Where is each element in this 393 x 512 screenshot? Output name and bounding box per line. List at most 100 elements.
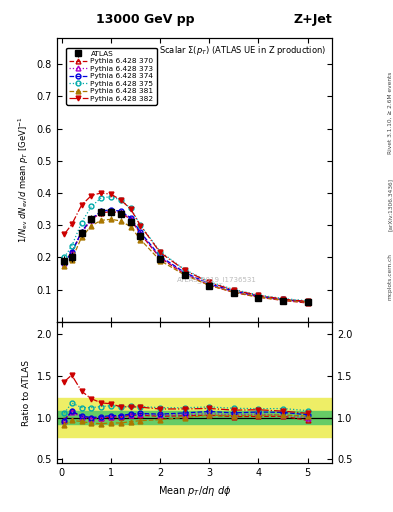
Pythia 6.428 382 [231,287,236,293]
Pythia 6.428 382 [281,296,285,302]
Pythia 6.428 375 [108,194,114,200]
Pythia 6.428 375 [69,243,74,249]
Pythia 6.428 374 [108,207,114,213]
Pythia 6.428 381 [207,282,211,288]
Pythia 6.428 381 [89,223,94,229]
Pythia 6.428 375 [231,286,236,292]
Y-axis label: $1/N_\mathrm{ev}\ dN_\mathrm{ev}/d$ mean $p_T$ [GeV]$^{-1}$: $1/N_\mathrm{ev}\ dN_\mathrm{ev}/d$ mean… [17,117,31,243]
Pythia 6.428 373 [119,209,123,216]
Pythia 6.428 373 [158,254,163,261]
Pythia 6.428 381 [182,272,187,278]
Text: Scalar $\Sigma(p_T)$ (ATLAS UE in Z production): Scalar $\Sigma(p_T)$ (ATLAS UE in Z prod… [160,44,327,57]
Pythia 6.428 382 [99,190,104,196]
Pythia 6.428 370 [182,271,187,277]
Pythia 6.428 373 [108,208,114,214]
X-axis label: Mean $p_T/d\eta\ d\phi$: Mean $p_T/d\eta\ d\phi$ [158,484,231,498]
Pythia 6.428 382 [128,206,133,212]
Text: 13000 GeV pp: 13000 GeV pp [96,13,195,26]
Pythia 6.428 374 [128,215,133,221]
Pythia 6.428 375 [281,295,285,302]
Text: mcplots.cern.ch: mcplots.cern.ch [387,253,392,300]
Pythia 6.428 381 [256,294,261,300]
Pythia 6.428 382 [69,221,74,227]
Pythia 6.428 375 [182,266,187,272]
Y-axis label: Ratio to ATLAS: Ratio to ATLAS [22,359,31,425]
Pythia 6.428 373 [256,293,261,300]
Pythia 6.428 382 [62,231,67,237]
Pythia 6.428 373 [305,300,310,306]
Pythia 6.428 370 [99,210,104,216]
Pythia 6.428 374 [99,208,104,215]
Pythia 6.428 370 [89,216,94,222]
Pythia 6.428 374 [182,269,187,275]
Pythia 6.428 373 [79,230,84,236]
Text: [arXiv:1306.3436]: [arXiv:1306.3436] [387,178,392,231]
Pythia 6.428 382 [256,292,261,298]
Pythia 6.428 373 [207,282,211,288]
Pythia 6.428 375 [138,222,143,228]
Pythia 6.428 374 [69,249,74,255]
Pythia 6.428 381 [138,237,143,243]
Pythia 6.428 375 [256,292,261,298]
Pythia 6.428 374 [281,296,285,303]
Pythia 6.428 370 [79,229,84,236]
Pythia 6.428 375 [128,205,133,211]
Pythia 6.428 373 [281,297,285,303]
Pythia 6.428 381 [108,216,114,222]
Pythia 6.428 374 [158,253,163,260]
Pythia 6.428 370 [231,289,236,295]
Pythia 6.428 373 [99,209,104,216]
Pythia 6.428 375 [158,248,163,254]
Pythia 6.428 370 [256,294,261,301]
Pythia 6.428 382 [108,191,114,197]
Pythia 6.428 374 [119,208,123,215]
Pythia 6.428 381 [158,258,163,264]
Pythia 6.428 370 [128,216,133,222]
Pythia 6.428 373 [182,270,187,276]
Pythia 6.428 375 [62,254,67,261]
Pythia 6.428 373 [89,217,94,223]
Line: Pythia 6.428 375: Pythia 6.428 375 [62,195,310,303]
Text: Rivet 3.1.10, ≥ 2.6M events: Rivet 3.1.10, ≥ 2.6M events [387,72,392,154]
Pythia 6.428 381 [231,289,236,295]
Pythia 6.428 374 [89,216,94,222]
Pythia 6.428 375 [79,220,84,226]
Pythia 6.428 374 [138,229,143,236]
Pythia 6.428 374 [256,293,261,299]
Pythia 6.428 375 [89,203,94,209]
Pythia 6.428 381 [79,234,84,241]
Pythia 6.428 370 [281,297,285,304]
Pythia 6.428 370 [207,282,211,288]
Line: Pythia 6.428 381: Pythia 6.428 381 [62,217,310,305]
Pythia 6.428 370 [305,300,310,306]
Pythia 6.428 370 [69,249,74,255]
Pythia 6.428 375 [119,197,123,203]
Pythia 6.428 370 [108,208,114,215]
Pythia 6.428 382 [182,267,187,273]
Pythia 6.428 374 [207,281,211,287]
Pythia 6.428 382 [207,280,211,286]
Pythia 6.428 381 [119,218,123,224]
Pythia 6.428 382 [119,197,123,203]
Pythia 6.428 375 [99,195,104,201]
Pythia 6.428 370 [62,259,67,265]
Pythia 6.428 373 [138,230,143,236]
Text: ATLAS_2019_I1736531: ATLAS_2019_I1736531 [176,276,257,283]
Text: Z+Jet: Z+Jet [293,13,332,26]
Pythia 6.428 382 [89,193,94,199]
Pythia 6.428 373 [69,250,74,256]
Pythia 6.428 370 [158,255,163,261]
Pythia 6.428 374 [62,260,67,266]
Pythia 6.428 382 [79,202,84,208]
Pythia 6.428 373 [62,260,67,266]
Pythia 6.428 374 [231,288,236,294]
Pythia 6.428 375 [207,279,211,285]
Pythia 6.428 381 [69,257,74,263]
Pythia 6.428 381 [281,297,285,303]
Pythia 6.428 374 [79,228,84,234]
Pythia 6.428 381 [62,263,67,269]
Pythia 6.428 370 [119,210,123,216]
Line: Pythia 6.428 374: Pythia 6.428 374 [62,207,310,304]
Pythia 6.428 381 [128,224,133,230]
Pythia 6.428 382 [305,298,310,305]
